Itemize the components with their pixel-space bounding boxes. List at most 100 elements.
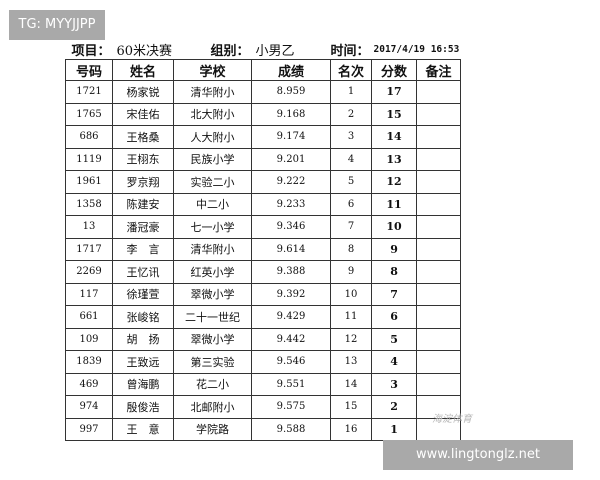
table-row: 1961 罗京翔 实验二小 9.222 5 12 bbox=[65, 170, 462, 194]
event-value: 60米决赛 bbox=[112, 40, 174, 60]
school-cell: 清华附小 bbox=[173, 80, 252, 104]
result-cell: 9.168 bbox=[251, 102, 331, 126]
name-cell: 李 言 bbox=[112, 237, 174, 261]
points-cell: 1 bbox=[371, 417, 418, 441]
bib-cell: 2269 bbox=[65, 260, 113, 284]
result-cell: 9.392 bbox=[251, 282, 331, 306]
table-row: 1765 宋佳佑 北大附小 9.168 2 15 bbox=[65, 102, 462, 126]
remark-cell bbox=[416, 170, 462, 194]
table-row: 2269 王忆讯 红英小学 9.388 9 8 bbox=[65, 260, 462, 284]
name-cell: 王忆讯 bbox=[112, 260, 174, 284]
name-cell: 殷俊浩 bbox=[112, 395, 174, 419]
result-cell: 9.388 bbox=[251, 260, 331, 284]
bib-cell: 974 bbox=[65, 395, 113, 419]
watermark-top-left: TG: MYYJJPP bbox=[9, 10, 105, 40]
points-cell: 17 bbox=[371, 80, 418, 104]
result-cell: 9.174 bbox=[251, 125, 331, 149]
points-cell: 5 bbox=[371, 327, 418, 351]
bib-cell: 1358 bbox=[65, 192, 113, 216]
rank-cell: 3 bbox=[329, 125, 373, 149]
table-row: 974 殷俊浩 北邮附小 9.575 15 2 bbox=[65, 395, 462, 419]
table-row: 997 王 意学院路 9.588 16 1 bbox=[65, 417, 462, 441]
remark-cell bbox=[416, 237, 462, 261]
rank-cell: 16 bbox=[329, 417, 373, 441]
name-cell: 王格桑 bbox=[112, 125, 174, 149]
group-value: 小男乙 bbox=[251, 40, 331, 60]
rank-cell: 11 bbox=[329, 305, 373, 329]
result-cell: 9.588 bbox=[251, 417, 331, 441]
bib-cell: 117 bbox=[65, 282, 113, 306]
table-row: 117 徐瑾萱 翠微小学 9.392 10 7 bbox=[65, 282, 462, 306]
rank-cell: 4 bbox=[329, 147, 373, 171]
name-cell: 徐瑾萱 bbox=[112, 282, 174, 306]
points-cell: 12 bbox=[371, 170, 418, 194]
time-value: 2017/4/19 16:53 bbox=[371, 40, 461, 60]
name-cell: 王 意 bbox=[112, 417, 174, 441]
points-cell: 11 bbox=[371, 192, 418, 216]
col-header: 名次 bbox=[329, 59, 373, 81]
points-cell: 4 bbox=[371, 350, 418, 374]
result-cell: 9.201 bbox=[251, 147, 331, 171]
bib-cell: 109 bbox=[65, 327, 113, 351]
col-header: 分数 bbox=[371, 59, 418, 81]
rank-cell: 2 bbox=[329, 102, 373, 126]
school-cell: 民族小学 bbox=[173, 147, 252, 171]
table-row: 13 潘冠豪 七一小学 9.346 7 10 bbox=[65, 215, 462, 239]
rank-cell: 6 bbox=[329, 192, 373, 216]
header-row: 号码 姓名 学校 成绩 名次 分数 备注 bbox=[65, 59, 462, 81]
bib-cell: 1717 bbox=[65, 237, 113, 261]
rank-cell: 14 bbox=[329, 372, 373, 396]
bib-cell: 997 bbox=[65, 417, 113, 441]
remark-cell bbox=[416, 305, 462, 329]
col-header: 号码 bbox=[65, 59, 113, 81]
points-cell: 15 bbox=[371, 102, 418, 126]
school-cell: 红英小学 bbox=[173, 260, 252, 284]
bib-cell: 13 bbox=[65, 215, 113, 239]
result-cell: 9.614 bbox=[251, 237, 331, 261]
name-cell: 曾海鹏 bbox=[112, 372, 174, 396]
time-label: 时间： bbox=[330, 40, 372, 60]
table-row: 686 王格桑 人大附小 9.174 3 14 bbox=[65, 125, 462, 149]
bib-cell: 1119 bbox=[65, 147, 113, 171]
rank-cell: 7 bbox=[329, 215, 373, 239]
table-row: 1717 李 言清华附小 9.614 8 9 bbox=[65, 237, 462, 261]
points-cell: 3 bbox=[371, 372, 418, 396]
bib-cell: 469 bbox=[65, 372, 113, 396]
points-cell: 8 bbox=[371, 260, 418, 284]
bib-cell: 1765 bbox=[65, 102, 113, 126]
bib-cell: 661 bbox=[65, 305, 113, 329]
remark-cell bbox=[416, 147, 462, 171]
table-row: 1119 王栩东 民族小学 9.201 4 13 bbox=[65, 147, 462, 171]
school-cell: 第三实验 bbox=[173, 350, 252, 374]
school-cell: 中二小 bbox=[173, 192, 252, 216]
result-cell: 9.546 bbox=[251, 350, 331, 374]
bib-cell: 1721 bbox=[65, 80, 113, 104]
school-cell: 翠微小学 bbox=[173, 327, 252, 351]
bib-cell: 686 bbox=[65, 125, 113, 149]
table-row: 1358 陈建安 中二小 9.233 6 11 bbox=[65, 192, 462, 216]
rank-cell: 15 bbox=[329, 395, 373, 419]
bib-cell: 1961 bbox=[65, 170, 113, 194]
school-cell: 七一小学 bbox=[173, 215, 252, 239]
school-cell: 北邮附小 bbox=[173, 395, 252, 419]
remark-cell bbox=[416, 260, 462, 284]
points-cell: 7 bbox=[371, 282, 418, 306]
result-cell: 8.959 bbox=[251, 80, 331, 104]
school-cell: 花二小 bbox=[173, 372, 252, 396]
school-cell: 学院路 bbox=[173, 417, 252, 441]
col-header: 备注 bbox=[416, 59, 462, 81]
rank-cell: 5 bbox=[329, 170, 373, 194]
result-cell: 9.551 bbox=[251, 372, 331, 396]
table-row: 109 胡 扬翠微小学 9.442 12 5 bbox=[65, 327, 462, 351]
col-header: 成绩 bbox=[251, 59, 331, 81]
school-cell: 清华附小 bbox=[173, 237, 252, 261]
name-cell: 罗京翔 bbox=[112, 170, 174, 194]
name-cell: 陈建安 bbox=[112, 192, 174, 216]
remark-cell bbox=[416, 80, 462, 104]
rank-cell: 13 bbox=[329, 350, 373, 374]
name-cell: 杨家锐 bbox=[112, 80, 174, 104]
points-cell: 10 bbox=[371, 215, 418, 239]
result-cell: 9.222 bbox=[251, 170, 331, 194]
points-cell: 14 bbox=[371, 125, 418, 149]
table-row: 1721 杨家锐 清华附小 8.959 1 17 bbox=[65, 80, 462, 104]
